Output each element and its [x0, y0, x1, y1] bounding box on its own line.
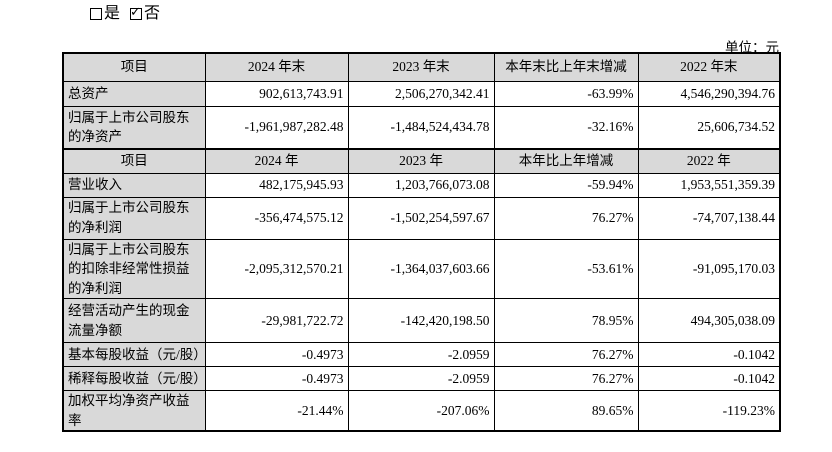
value-cell: -1,502,254,597.67 — [347, 196, 495, 240]
value-cell: 1,953,551,359.39 — [637, 172, 781, 198]
value-cell: 902,613,743.91 — [204, 80, 349, 107]
value-cell: 1,203,766,073.08 — [347, 172, 495, 198]
table-row-diluted-eps: 稀释每股收益（元/股） -0.4973 -2.0959 76.27% -0.10… — [62, 366, 781, 392]
value-cell: 76.27% — [493, 196, 639, 240]
value-cell: -0.4973 — [204, 366, 349, 392]
row-label-cell: 稀释每股收益（元/股） — [62, 366, 206, 392]
row-label-cell: 营业收入 — [62, 172, 206, 198]
table-row-operating-cash-flow: 经营活动产生的现金流量净额 -29,981,722.72 -142,420,19… — [62, 298, 781, 344]
value-cell: 482,175,945.93 — [204, 172, 349, 198]
value-cell: -59.94% — [493, 172, 639, 198]
balance-header-row: 项目 2024 年末 2023 年末 本年末比上年末增减 2022 年末 — [62, 52, 781, 82]
table-row-weighted-avg-roe: 加权平均净资产收益率 -21.44% -207.06% 89.65% -119.… — [62, 390, 781, 432]
row-label-cell: 归属于上市公司股东的扣除非经常性损益的净利润 — [62, 238, 206, 300]
value-cell: -119.23% — [637, 390, 781, 432]
value-cell: 89.65% — [493, 390, 639, 432]
yes-no-checkbox-line: 是 否 — [90, 3, 168, 24]
header-cell-yoy: 本年比上年增减 — [493, 148, 639, 174]
table-row-revenue: 营业收入 482,175,945.93 1,203,766,073.08 -59… — [62, 172, 781, 198]
value-cell: 25,606,734.52 — [637, 105, 781, 150]
header-cell-2022-end: 2022 年末 — [637, 52, 781, 82]
value-cell: -53.61% — [493, 238, 639, 300]
header-cell-2023: 2023 年 — [347, 148, 495, 174]
row-label-cell: 总资产 — [62, 80, 206, 107]
checkbox-yes: 是 — [90, 4, 120, 24]
value-cell: -21.44% — [204, 390, 349, 432]
table-row-net-assets: 归属于上市公司股东的净资产 -1,961,987,282.48 -1,484,5… — [62, 105, 781, 150]
value-cell: -356,474,575.12 — [204, 196, 349, 240]
header-cell-item: 项目 — [62, 52, 206, 82]
value-cell: 76.27% — [493, 366, 639, 392]
value-cell: -2.0959 — [347, 366, 495, 392]
checkbox-unchecked-icon — [90, 8, 102, 20]
row-label-cell: 加权平均净资产收益率 — [62, 390, 206, 432]
value-cell: -2.0959 — [347, 342, 495, 368]
value-cell: -1,484,524,434.78 — [347, 105, 495, 150]
value-cell: -0.1042 — [637, 366, 781, 392]
table-row-deducted-net-profit: 归属于上市公司股东的扣除非经常性损益的净利润 -2,095,312,570.21… — [62, 238, 781, 300]
checkbox-no: 否 — [130, 3, 161, 24]
value-cell: -32.16% — [493, 105, 639, 150]
value-cell: -2,095,312,570.21 — [204, 238, 349, 300]
header-cell-2024-end: 2024 年末 — [204, 52, 349, 82]
header-cell-2024: 2024 年 — [204, 148, 349, 174]
value-cell: 4,546,290,394.76 — [637, 80, 781, 107]
financial-summary-table: 项目 2024 年末 2023 年末 本年末比上年末增减 2022 年末 总资产… — [62, 52, 781, 433]
row-label-cell: 经营活动产生的现金流量净额 — [62, 298, 206, 344]
value-cell: -142,420,198.50 — [347, 298, 495, 344]
header-cell-2022: 2022 年 — [637, 148, 781, 174]
value-cell: -63.99% — [493, 80, 639, 107]
value-cell: -1,961,987,282.48 — [204, 105, 349, 150]
checkbox-yes-label: 是 — [104, 5, 121, 22]
checkbox-no-label: 否 — [144, 5, 161, 22]
row-label-cell: 归属于上市公司股东的净利润 — [62, 196, 206, 240]
header-cell-2023-end: 2023 年末 — [347, 52, 495, 82]
table-row-total-assets: 总资产 902,613,743.91 2,506,270,342.41 -63.… — [62, 80, 781, 107]
row-label-cell: 归属于上市公司股东的净资产 — [62, 105, 206, 150]
value-cell: -74,707,138.44 — [637, 196, 781, 240]
header-cell-item: 项目 — [62, 148, 206, 174]
table-row-net-profit: 归属于上市公司股东的净利润 -356,474,575.12 -1,502,254… — [62, 196, 781, 240]
value-cell: 76.27% — [493, 342, 639, 368]
value-cell: -0.4973 — [204, 342, 349, 368]
value-cell: 78.95% — [493, 298, 639, 344]
value-cell: 494,305,038.09 — [637, 298, 781, 344]
value-cell: -91,095,170.03 — [637, 238, 781, 300]
checkbox-checked-icon — [130, 3, 143, 23]
row-label-cell: 基本每股收益（元/股） — [62, 342, 206, 368]
income-header-row: 项目 2024 年 2023 年 本年比上年增减 2022 年 — [62, 148, 781, 174]
unit-label: 单位：元 — [725, 40, 779, 55]
value-cell: -0.1042 — [637, 342, 781, 368]
value-cell: -207.06% — [347, 390, 495, 432]
table-row-basic-eps: 基本每股收益（元/股） -0.4973 -2.0959 76.27% -0.10… — [62, 342, 781, 368]
value-cell: 2,506,270,342.41 — [347, 80, 495, 107]
header-cell-yoy-end: 本年末比上年末增减 — [493, 52, 639, 82]
value-cell: -1,364,037,603.66 — [347, 238, 495, 300]
value-cell: -29,981,722.72 — [204, 298, 349, 344]
